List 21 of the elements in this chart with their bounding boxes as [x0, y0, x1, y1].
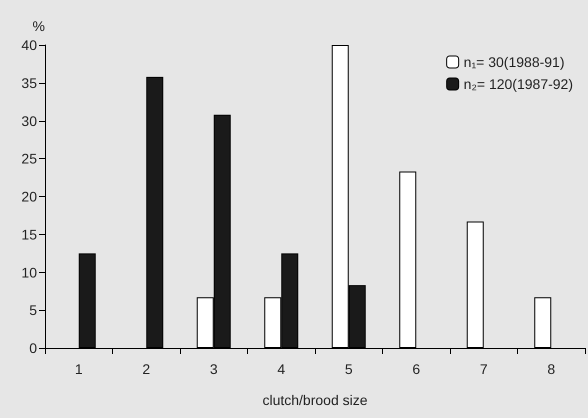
y-axis-title: %: [32, 18, 45, 34]
x-tick-label: 3: [210, 361, 218, 377]
y-tick-label: 25: [21, 150, 38, 167]
x-tick-label: 7: [480, 361, 488, 377]
x-tick-label: 8: [547, 361, 556, 377]
x-tick-label: 1: [74, 361, 83, 377]
legend-label: n₂= 120(1987-92): [464, 76, 574, 92]
y-tick-label: 30: [21, 112, 38, 129]
x-tick-label: 6: [412, 361, 420, 377]
legend-label: n₁= 30(1988-91): [464, 54, 565, 70]
x-tick-label: 5: [344, 361, 353, 377]
x-axis-title: clutch/brood size: [262, 392, 368, 408]
y-tick-label: 5: [29, 302, 38, 318]
y-tick-label: 40: [21, 37, 38, 53]
x-tick-label: 4: [277, 361, 286, 377]
y-tick-label: 10: [21, 264, 38, 280]
y-tick-label: 0: [29, 340, 38, 356]
x-tick-label: 2: [142, 361, 150, 377]
y-tick-label: 15: [21, 226, 38, 242]
y-tick-label: 20: [21, 188, 38, 204]
y-tick-label: 35: [21, 74, 38, 91]
